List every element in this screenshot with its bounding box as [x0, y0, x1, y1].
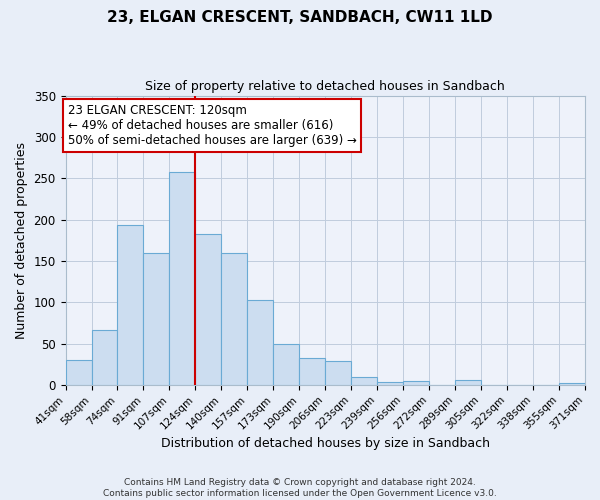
Bar: [299, 358, 325, 385]
Bar: [196, 234, 221, 385]
Bar: [274, 344, 299, 385]
Bar: [325, 361, 351, 385]
Y-axis label: Number of detached properties: Number of detached properties: [15, 142, 28, 338]
Bar: [118, 226, 143, 385]
Bar: [455, 380, 481, 385]
Bar: [65, 360, 92, 385]
X-axis label: Distribution of detached houses by size in Sandbach: Distribution of detached houses by size …: [161, 437, 490, 450]
Bar: [559, 383, 585, 385]
Bar: [247, 300, 274, 385]
Bar: [221, 254, 247, 385]
Bar: [351, 376, 377, 385]
Bar: [403, 380, 429, 385]
Text: 23, ELGAN CRESCENT, SANDBACH, CW11 1LD: 23, ELGAN CRESCENT, SANDBACH, CW11 1LD: [107, 10, 493, 25]
Bar: [377, 382, 403, 385]
Text: Contains HM Land Registry data © Crown copyright and database right 2024.
Contai: Contains HM Land Registry data © Crown c…: [103, 478, 497, 498]
Bar: [143, 254, 169, 385]
Bar: [92, 330, 118, 385]
Bar: [169, 172, 196, 385]
Title: Size of property relative to detached houses in Sandbach: Size of property relative to detached ho…: [145, 80, 505, 93]
Text: 23 ELGAN CRESCENT: 120sqm
← 49% of detached houses are smaller (616)
50% of semi: 23 ELGAN CRESCENT: 120sqm ← 49% of detac…: [68, 104, 356, 147]
